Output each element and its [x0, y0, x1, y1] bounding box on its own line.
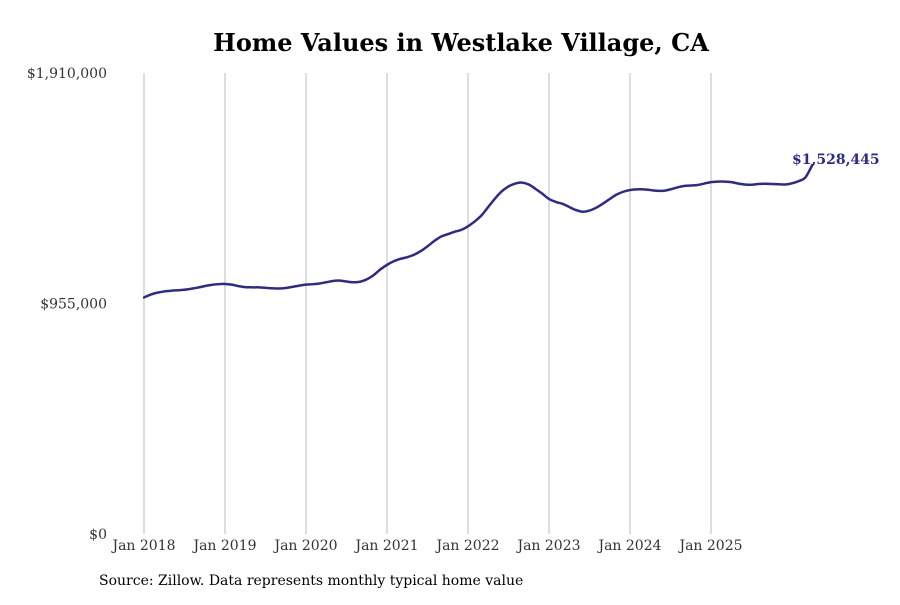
series-layer [142, 163, 814, 299]
x-tick-label: Jan 2020 [272, 538, 337, 554]
y-axis-ticks: $0 $955,000 $1,910,000 [27, 66, 107, 543]
source-note: Source: Zillow. Data represents monthly … [99, 573, 524, 589]
end-value-label: $1,528,445 [792, 152, 880, 168]
chart-title: Home Values in Westlake Village, CA [213, 28, 709, 57]
y-tick-label: $0 [89, 527, 107, 543]
y-tick-label: $955,000 [40, 297, 107, 313]
y-tick-label: $1,910,000 [27, 66, 107, 82]
series-line-0 [142, 163, 814, 299]
x-tick-label: Jan 2022 [434, 538, 499, 554]
x-tick-label: Jan 2021 [353, 538, 418, 554]
x-tick-label: Jan 2019 [191, 538, 256, 554]
x-axis-ticks: Jan 2018 Jan 2019 Jan 2020 Jan 2021 Jan 2022… [110, 538, 742, 554]
x-tick-label: Jan 2024 [596, 538, 661, 554]
gridlines [143, 73, 712, 534]
x-tick-label: Jan 2025 [677, 538, 742, 554]
x-tick-label: Jan 2018 [110, 538, 175, 554]
x-tick-label: Jan 2023 [515, 538, 580, 554]
